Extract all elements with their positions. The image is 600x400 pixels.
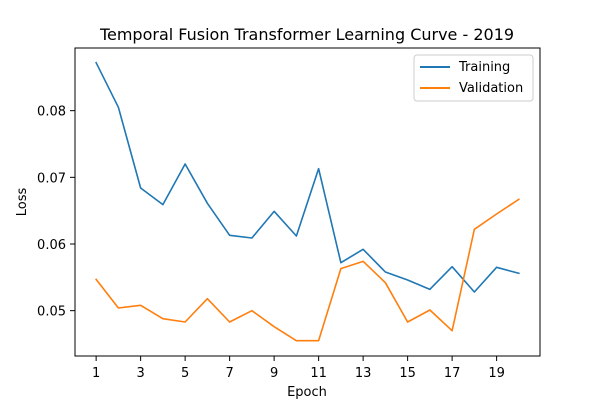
x-tick-label: 17 <box>444 366 461 381</box>
y-axis-label: Loss <box>15 188 30 217</box>
x-axis: 1 3 5 7 9 11 13 15 17 19 <box>92 356 505 381</box>
chart-title: Temporal Fusion Transformer Learning Cur… <box>99 25 514 44</box>
x-tick-label: 13 <box>355 366 372 381</box>
legend-label-validation: Validation <box>459 81 523 96</box>
x-tick-label: 11 <box>310 366 327 381</box>
series-line-validation <box>95 198 520 342</box>
y-tick-label: 0.05 <box>37 305 66 320</box>
series-line-training <box>95 61 520 293</box>
x-tick-label: 19 <box>488 366 505 381</box>
x-axis-label: Epoch <box>287 385 327 400</box>
x-tick-label: 9 <box>270 366 278 381</box>
legend: Training Validation <box>413 54 534 102</box>
x-tick-label: 5 <box>181 366 189 381</box>
y-tick-label: 0.07 <box>37 171 66 186</box>
x-tick-label: 7 <box>225 366 233 381</box>
legend-label-training: Training <box>458 60 510 75</box>
y-axis: 0.05 0.06 0.07 0.08 <box>37 105 75 320</box>
series-lines <box>95 61 520 342</box>
x-tick-label: 15 <box>399 366 416 381</box>
x-tick-label: 3 <box>136 366 144 381</box>
plot-frame <box>74 47 541 357</box>
y-tick-label: 0.06 <box>37 238 66 253</box>
x-tick-label: 1 <box>92 366 100 381</box>
y-tick-label: 0.08 <box>37 105 66 120</box>
